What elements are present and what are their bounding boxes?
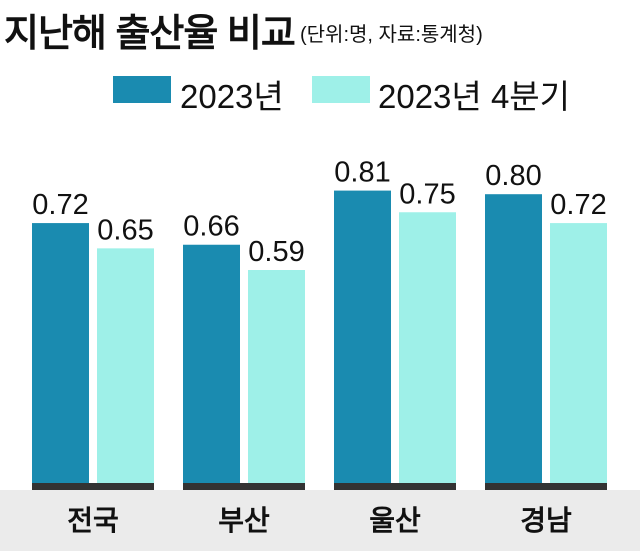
category-axis-band — [0, 490, 640, 551]
bar-경남-series2 — [550, 223, 607, 483]
bar-전국-series1 — [32, 223, 89, 483]
chart-title: 지난해 출산율 비교 — [4, 13, 296, 55]
group-baseline — [485, 483, 607, 490]
legend-swatch-2023-q4 — [312, 76, 370, 103]
value-label: 0.80 — [485, 160, 541, 192]
bar-부산-series1 — [183, 244, 240, 483]
bar-울산-series1 — [334, 190, 391, 483]
bar-전국-series2 — [97, 248, 154, 483]
group-baseline — [183, 483, 305, 490]
group-baseline — [32, 483, 154, 490]
legend-swatch-2023 — [113, 76, 171, 103]
chart-subtitle: (단위:명, 자료:통계청) — [300, 24, 483, 46]
value-label: 0.59 — [248, 236, 304, 268]
category-label: 전국 — [67, 505, 119, 536]
group-baseline — [334, 483, 456, 490]
bar-경남-series1 — [485, 194, 542, 483]
value-label: 0.72 — [550, 189, 606, 221]
bar-울산-series2 — [399, 212, 456, 483]
value-label: 0.81 — [334, 157, 390, 189]
legend-label-2023: 2023년 — [180, 78, 284, 115]
value-label: 0.66 — [183, 211, 239, 243]
value-label: 0.65 — [97, 214, 153, 246]
category-label: 울산 — [369, 505, 421, 536]
value-label: 0.75 — [399, 178, 455, 210]
category-label: 부산 — [218, 505, 270, 536]
legend-label-2023-q4: 2023년 4분기 — [378, 78, 571, 115]
value-label: 0.72 — [32, 189, 88, 221]
category-label: 경남 — [520, 505, 572, 536]
bar-부산-series2 — [248, 270, 305, 483]
